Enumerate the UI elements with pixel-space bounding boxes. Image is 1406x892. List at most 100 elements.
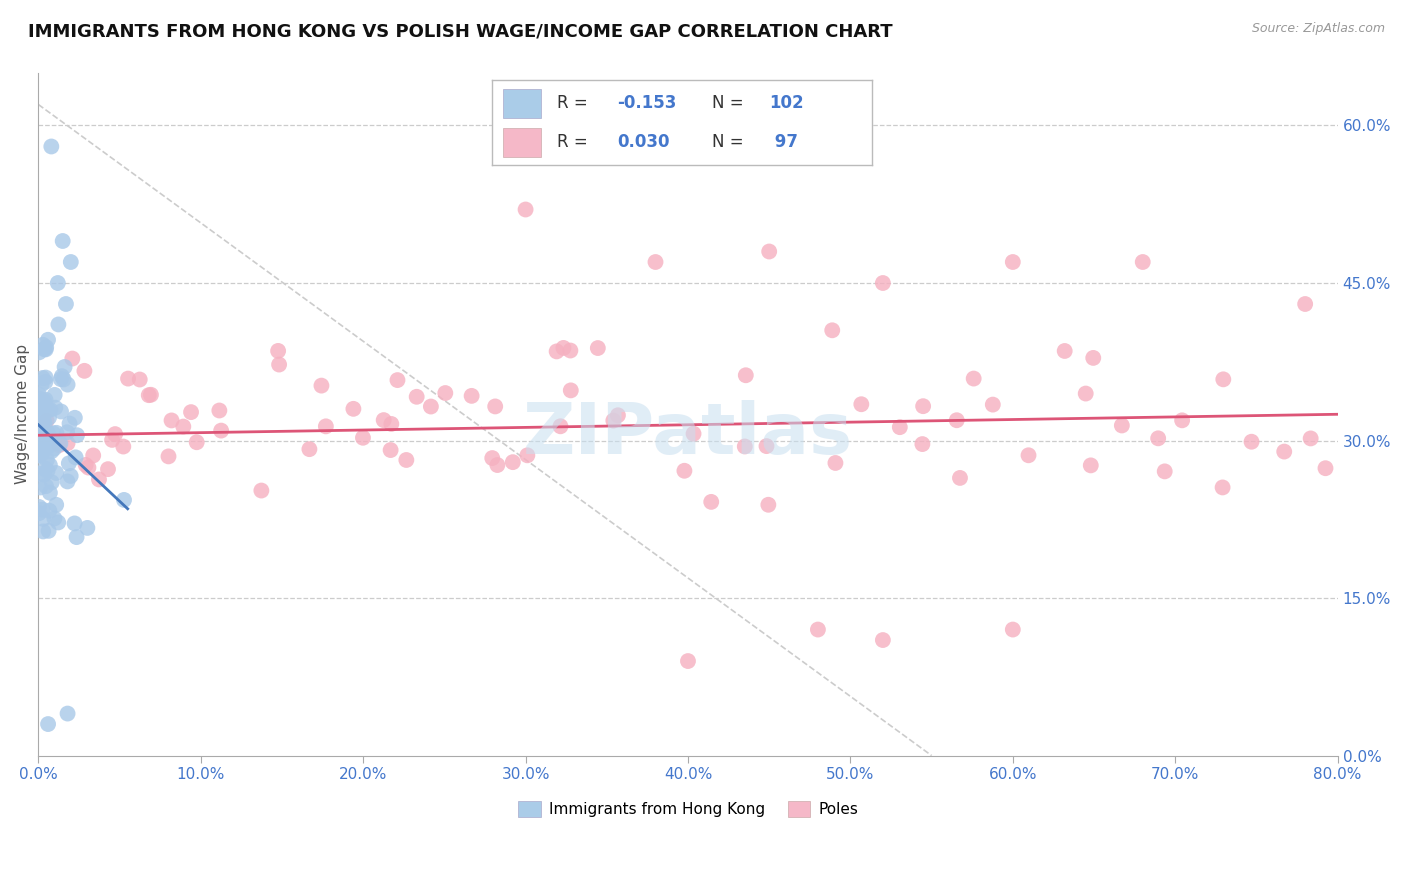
Point [1001, 255, 1024, 269]
Point [1083, 351, 1105, 365]
Point [97, 462, 120, 476]
Point [27, 394, 49, 409]
Y-axis label: Wage/Income Gap: Wage/Income Gap [15, 344, 30, 484]
Point [77, 460, 100, 475]
Point [52, 234, 75, 248]
Text: N =: N = [713, 95, 744, 112]
Point [49, 404, 72, 418]
Point [41, 139, 63, 153]
Point [644, 255, 666, 269]
Point [49, 372, 72, 386]
Point [560, 384, 582, 398]
Point [1147, 431, 1170, 445]
Point [45, 466, 67, 480]
Point [30, 429, 52, 443]
Point [160, 413, 183, 427]
Point [673, 464, 696, 478]
Point [172, 419, 194, 434]
Point [51, 369, 73, 384]
Point [28, 449, 51, 463]
Point [157, 450, 180, 464]
Point [35, 479, 58, 493]
Point [32, 512, 55, 526]
Point [58, 417, 80, 431]
Point [963, 371, 986, 385]
Point [1240, 434, 1263, 449]
Point [502, 455, 524, 469]
Point [32, 343, 55, 357]
Point [37, 438, 59, 452]
Point [32, 524, 55, 539]
Point [872, 633, 894, 648]
Point [65, 530, 87, 544]
Point [267, 343, 290, 358]
Point [35, 436, 58, 450]
Point [63, 516, 86, 531]
Point [1294, 297, 1316, 311]
Point [945, 413, 967, 427]
Point [32, 413, 55, 427]
Point [32, 442, 55, 456]
Point [56, 377, 79, 392]
Point [434, 386, 457, 401]
Point [48, 438, 70, 452]
Point [38, 410, 60, 425]
Point [73, 364, 96, 378]
Point [112, 440, 135, 454]
Point [550, 419, 572, 434]
Point [734, 368, 756, 383]
Point [34, 370, 56, 384]
Point [101, 433, 124, 447]
Point [63, 410, 86, 425]
Point [104, 427, 127, 442]
Point [37, 717, 59, 731]
Point [82, 449, 104, 463]
Point [821, 323, 844, 337]
Point [872, 276, 894, 290]
Point [65, 450, 87, 465]
Point [30, 410, 52, 425]
Point [560, 343, 582, 358]
Point [981, 398, 1004, 412]
Point [48, 318, 70, 332]
Text: 102: 102 [769, 95, 804, 112]
Point [606, 409, 628, 423]
Text: R =: R = [557, 133, 588, 151]
Point [1299, 432, 1322, 446]
Point [269, 358, 291, 372]
Point [44, 401, 66, 415]
Point [38, 485, 60, 500]
Point [31, 446, 53, 460]
Point [35, 453, 58, 467]
Point [45, 498, 67, 512]
Point [807, 623, 830, 637]
Point [35, 414, 58, 428]
Point [756, 498, 779, 512]
Point [911, 437, 934, 451]
Point [37, 426, 59, 441]
Point [35, 431, 58, 445]
Point [342, 401, 364, 416]
Point [1153, 464, 1175, 478]
Point [1315, 461, 1337, 475]
Point [460, 389, 482, 403]
Point [700, 495, 723, 509]
Point [112, 492, 135, 507]
Point [28, 387, 51, 401]
Point [380, 443, 402, 458]
Point [28, 506, 51, 520]
Point [46, 516, 69, 530]
Point [28, 409, 51, 424]
Text: N =: N = [713, 133, 744, 151]
Point [60, 351, 83, 366]
Point [56, 425, 79, 440]
Point [515, 202, 537, 217]
Point [49, 436, 72, 450]
Point [755, 439, 778, 453]
Bar [503, 128, 541, 157]
Point [373, 413, 395, 427]
Point [1080, 458, 1102, 473]
Point [56, 436, 79, 450]
Point [824, 456, 846, 470]
Point [44, 442, 66, 456]
